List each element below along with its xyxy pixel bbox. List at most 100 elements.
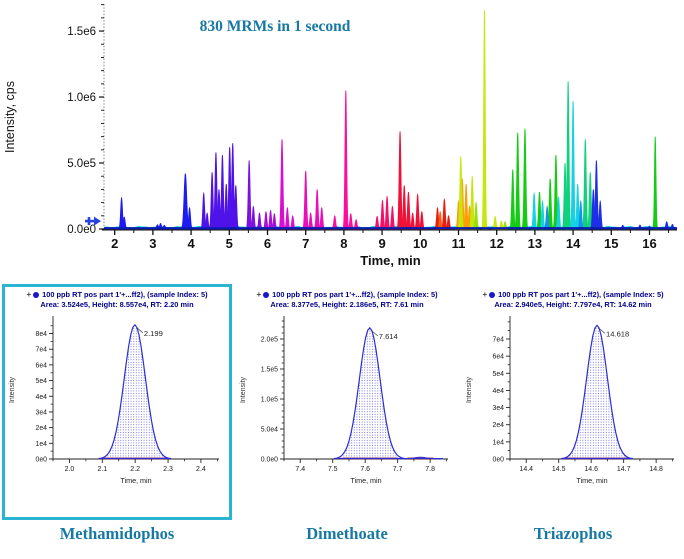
svg-text:1.0e5: 1.0e5 [261,397,278,404]
svg-text:14.8: 14.8 [649,466,663,473]
svg-text:1e4: 1e4 [493,440,505,447]
xic-peak [333,327,406,460]
panel-header-line1: 100 ppb RT pos part 1'+...ff2), (sample … [272,290,438,299]
svg-text:16: 16 [642,236,656,251]
main-chart-title: 830 MRMs in 1 second [199,18,351,35]
svg-text:1.5e6: 1.5e6 [67,26,96,38]
xic-plot: 2.0 2.1 2.2 2.3 2.4 0e0 1e4 2e4 3e4 4e4 5e4 6e4 7e4 8… [36,316,219,473]
panel-header: +100 ppb RT pos part 1'+...ff2), (sample… [5,287,229,309]
xic-plot: 14.4 14.5 14.6 14.7 14.8 0e0 1e4 2e4 3e4 4e4 5e4 6e… [493,316,674,473]
svg-text:4: 4 [187,236,195,251]
svg-text:13: 13 [528,236,542,251]
expand-plus-icon[interactable]: + [256,290,262,299]
svg-text:5.0e4: 5.0e4 [261,427,278,434]
panel-header: +100 ppb RT pos part 1'+...ff2), (sample… [236,287,458,309]
svg-text:3e4: 3e4 [36,410,48,417]
xic-plot-triazophos: 14.4 14.5 14.6 14.7 14.8 0e0 1e4 2e4 3e4 4e4 5e4 6e… [466,316,674,485]
svg-text:1.5e5: 1.5e5 [261,367,278,374]
svg-text:11: 11 [452,236,466,251]
svg-text:9: 9 [378,236,385,251]
rt-label: 14.618 [606,330,629,339]
compound-label-dimethoate: Dimethoate [306,524,388,543]
main-x-axis: 2 3 4 5 6 7 8 9 10 11 12 13 14 15 16 [111,230,670,251]
svg-text:6: 6 [264,236,271,251]
xic-peak [561,324,633,460]
svg-text:3e4: 3e4 [493,405,505,412]
panel-header-line1: 100 ppb RT pos part 1'+...ff2), (sample … [42,290,208,299]
compound-label-methamidophos: Methamidophos [59,524,175,543]
panel-methamidophos[interactable]: +100 ppb RT pos part 1'+...ff2), (sample… [2,284,232,520]
xic-plot-dimethoate: 7.4 7.5 7.6 7.7 7.8 0.0e0 5.0e4 1.0e5 1.5e5 2.0e5… [240,316,448,485]
rt-label-leader [371,330,378,337]
svg-text:15: 15 [604,236,618,251]
expand-plus-icon[interactable]: + [482,290,488,299]
panel-header-line2: Area: 2.940e5, Height: 7.797e4, RT: 14.6… [494,299,652,309]
panel-triazophos[interactable]: +100 ppb RT pos part 1'+...ff2), (sample… [462,287,684,517]
rt-label-leader [136,327,144,334]
svg-text:7.5: 7.5 [328,466,338,473]
svg-text:2.2: 2.2 [130,466,140,473]
xic-plot-methamidophos: 2.0 2.1 2.2 2.3 2.4 0e0 1e4 2e4 3e4 4e4 5e4 6e4 7e4 8… [9,316,219,485]
panel-ylabel: Intensity [9,377,16,404]
main-peaks [118,9,676,230]
svg-text:6e4: 6e4 [36,363,48,370]
svg-text:8: 8 [340,236,347,251]
series-marker-icon [489,292,496,298]
main-ylabel: Intensity, cps [3,81,17,153]
svg-text:5e4: 5e4 [36,378,48,385]
svg-text:6e4: 6e4 [493,354,505,361]
svg-text:4e4: 4e4 [493,388,505,395]
svg-text:2e4: 2e4 [493,422,505,429]
compound-label-triazophos: Triazophos [533,524,613,543]
cursor-arrow-icon [85,216,101,226]
svg-text:5.0e5: 5.0e5 [67,158,96,170]
panel-xlabel: Time, min [576,476,607,485]
panel-header-line1: 100 ppb RT pos part 1'+...ff2), (sample … [498,290,664,299]
main-chart-section: 2 3 4 5 6 7 8 9 10 11 12 13 14 15 16 0.0e0 5.0e5 1.0e6 1.5… [0,0,684,272]
svg-text:7.6: 7.6 [360,466,370,473]
svg-text:2.4: 2.4 [196,466,206,473]
svg-text:7: 7 [302,236,309,251]
svg-text:1e4: 1e4 [36,441,48,448]
series-marker-icon [33,292,40,298]
svg-text:2: 2 [111,236,118,251]
svg-text:1.0e6: 1.0e6 [67,92,96,104]
svg-text:2.3: 2.3 [163,466,173,473]
svg-text:12: 12 [489,236,503,251]
svg-text:7.8: 7.8 [425,466,435,473]
svg-text:14.6: 14.6 [584,466,598,473]
svg-text:2e4: 2e4 [36,425,48,432]
panel-dimethoate[interactable]: +100 ppb RT pos part 1'+...ff2), (sample… [236,287,458,517]
svg-text:0e0: 0e0 [36,457,48,464]
main-y-axis: 0.0e0 5.0e5 1.0e6 1.5e6 [67,4,104,236]
svg-text:4e4: 4e4 [36,394,48,401]
svg-text:2.0e5: 2.0e5 [261,337,278,344]
svg-text:8e4: 8e4 [36,331,48,338]
panel-ylabel: Intensity [466,377,473,404]
panel-header-line2: Area: 3.524e5, Height: 8.557e4, RT: 2.20… [40,299,194,309]
expand-plus-icon[interactable]: + [26,290,32,299]
main-chromatogram-svg: 2 3 4 5 6 7 8 9 10 11 12 13 14 15 16 0.0e0 5.0e5 1.0e6 1.5… [3,4,677,268]
svg-text:14.4: 14.4 [519,466,533,473]
svg-text:5e4: 5e4 [493,371,505,378]
svg-text:2.0: 2.0 [65,466,75,473]
rt-label-leader [598,327,606,334]
main-xlabel: Time, min [360,253,421,268]
svg-text:10: 10 [413,236,427,251]
svg-text:2.1: 2.1 [97,466,107,473]
svg-text:14.5: 14.5 [552,466,566,473]
series-marker-icon [263,292,270,298]
panel-header: +100 ppb RT pos part 1'+...ff2), (sample… [462,287,684,309]
svg-text:7.4: 7.4 [295,466,305,473]
svg-text:14: 14 [566,236,581,251]
panel-xlabel: Time, min [350,476,381,485]
svg-text:0.0e0: 0.0e0 [261,457,278,464]
svg-text:0.0e0: 0.0e0 [67,224,96,236]
svg-text:14.7: 14.7 [617,466,631,473]
svg-text:7.7: 7.7 [393,466,403,473]
panel-ylabel: Intensity [240,377,247,404]
xic-peak [98,324,172,460]
svg-text:5: 5 [226,236,233,251]
svg-text:3: 3 [149,236,156,251]
